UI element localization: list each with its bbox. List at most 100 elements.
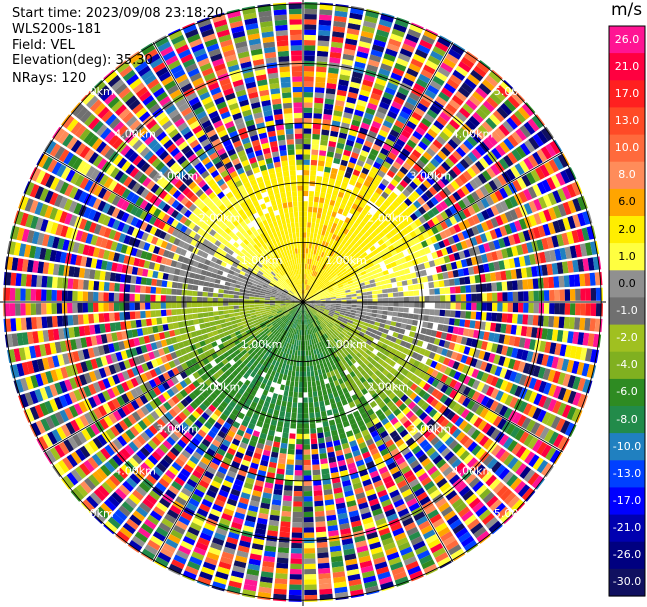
radar-gate: [379, 392, 388, 401]
radar-gate: [167, 323, 174, 330]
radar-gate: [323, 171, 330, 178]
radar-gate: [496, 313, 503, 322]
radar-gate: [378, 527, 391, 536]
radar-gate: [321, 277, 327, 283]
radar-gate: [310, 328, 314, 334]
radar-gate: [422, 231, 430, 240]
radar-gate: [423, 563, 438, 575]
radar-gate: [427, 376, 435, 385]
radar-gate: [324, 292, 330, 295]
radar-gate: [512, 179, 523, 192]
radar-gate: [374, 34, 388, 43]
radar-gate: [435, 135, 447, 146]
radar-gate: [447, 270, 454, 279]
radar-gate: [328, 329, 334, 335]
radar-gate: [562, 217, 571, 231]
radar-gate: [394, 327, 401, 333]
radar-gate: [266, 472, 276, 479]
radar-gate: [355, 540, 368, 548]
radar-gate: [455, 242, 463, 251]
radar-gate: [276, 350, 281, 356]
radar-gate: [572, 392, 582, 406]
radar-gate: [286, 306, 292, 310]
radar-gate: [453, 371, 462, 381]
radar-gate: [288, 365, 293, 371]
radar-gate: [430, 50, 444, 61]
radar-gate: [547, 192, 557, 206]
radar-gate: [329, 310, 335, 314]
radar-gate: [486, 134, 498, 147]
radar-gate: [187, 526, 200, 537]
radar-gate: [384, 357, 392, 364]
radar-gate: [391, 566, 405, 576]
radar-gate: [303, 345, 306, 351]
radar-gate: [155, 432, 165, 443]
radar-gate: [108, 457, 120, 470]
radar-gate: [470, 191, 480, 202]
radar-gate: [447, 359, 456, 368]
radar-gate: [410, 272, 417, 279]
radar-gate: [130, 320, 137, 329]
radar-gate: [335, 94, 346, 102]
radar-gate: [318, 336, 323, 342]
radar-gate: [342, 221, 348, 228]
radar-gate: [346, 250, 352, 257]
radar-gate: [507, 291, 513, 302]
radar-gate: [532, 278, 539, 289]
radar-gate: [322, 286, 328, 291]
radar-gate: [304, 553, 316, 559]
radar-gate: [357, 176, 365, 185]
radar-gate: [80, 361, 89, 373]
radar-gate: [200, 328, 207, 335]
radar-gate: [330, 370, 336, 377]
radar-gate: [138, 354, 146, 364]
radar-gate: [189, 556, 203, 566]
radar-gate: [224, 434, 233, 443]
radar-gate: [115, 351, 123, 362]
radar-gate: [395, 338, 402, 345]
radar-gate: [412, 130, 423, 140]
radar-gate: [263, 334, 269, 340]
radar-gate: [253, 366, 260, 374]
radar-gate: [339, 371, 346, 378]
radar-gate: [535, 166, 546, 180]
radar-gate: [252, 538, 265, 546]
radar-gate: [288, 308, 293, 313]
radar-gate: [393, 378, 402, 387]
radar-gate: [372, 417, 380, 425]
radar-gate: [315, 313, 320, 319]
radar-gate: [199, 352, 207, 360]
radar-gate: [321, 129, 330, 136]
radar-gate: [303, 159, 310, 165]
radar-gate: [231, 345, 239, 352]
radar-gate: [285, 469, 294, 476]
radar-gate: [185, 531, 198, 541]
radar-gate: [303, 475, 312, 481]
radar-gate: [370, 342, 377, 349]
radar-gate: [330, 298, 337, 301]
radar-gate: [18, 347, 27, 361]
radar-gate: [481, 79, 495, 91]
radar-gate: [170, 447, 180, 457]
radar-gate: [314, 370, 319, 376]
radar-gate: [262, 449, 271, 457]
radar-gate: [519, 448, 531, 462]
radar-gate: [295, 324, 299, 330]
radar-gate: [202, 333, 209, 340]
radar-gate: [495, 323, 502, 333]
radar-gate: [325, 273, 330, 279]
radar-gate: [526, 419, 536, 432]
radar-gate: [337, 342, 343, 348]
radar-gate: [455, 353, 463, 362]
radar-gate: [374, 227, 382, 235]
radar-gate: [422, 392, 431, 401]
radar-gate: [320, 458, 328, 465]
radar-gate: [210, 413, 219, 421]
radar-gate: [336, 422, 344, 430]
radar-gate: [423, 165, 433, 175]
radar-gate: [175, 549, 189, 560]
radar-gate: [199, 571, 213, 581]
radar-gate: [319, 150, 327, 157]
radar-gate: [423, 246, 431, 255]
radar-gate: [396, 317, 403, 323]
